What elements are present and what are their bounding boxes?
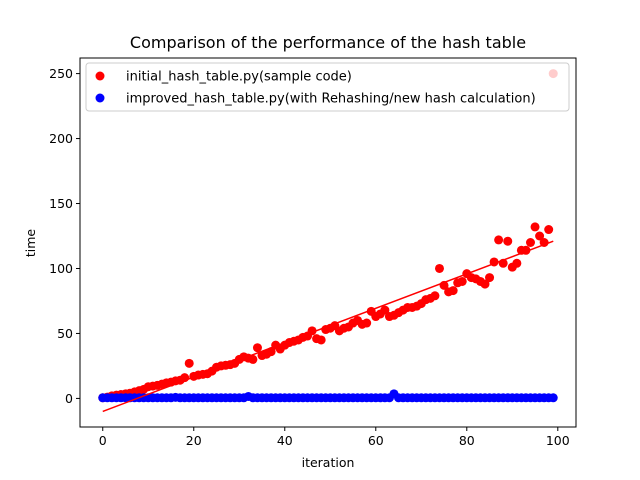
- legend-marker-initial: [95, 71, 105, 81]
- initial-data-point: [525, 238, 535, 247]
- legend: initial_hash_table.py(sample code) improv…: [85, 62, 570, 112]
- x-tick-label: 100: [546, 433, 570, 448]
- y-tick-label: 250: [49, 66, 73, 81]
- initial-data-point: [544, 225, 554, 235]
- legend-label-initial: initial_hash_table.py(sample code): [126, 70, 352, 85]
- y-tick-label: 0: [65, 391, 73, 406]
- trend-line: [102, 240, 554, 413]
- initial-data-point: [380, 305, 390, 315]
- x-axis-label: iteration: [302, 455, 355, 470]
- initial-data-point: [494, 235, 504, 245]
- legend-box: [85, 62, 570, 112]
- chart-title: Comparison of the performance of the has…: [130, 33, 526, 52]
- y-tick-label: 200: [49, 131, 73, 146]
- initial-data-point: [448, 286, 458, 296]
- legend-marker-improved: [95, 93, 105, 103]
- y-axis-label: time: [23, 229, 38, 258]
- x-tick-label: 0: [99, 433, 107, 448]
- initial-data-point: [252, 343, 262, 353]
- x-tick-label: 40: [277, 433, 293, 448]
- initial-data-point: [503, 236, 513, 246]
- initial-data-point: [184, 358, 194, 368]
- initial-data-point: [362, 318, 372, 328]
- initial-data-point: [434, 263, 444, 273]
- y-tick-label: 100: [49, 261, 73, 276]
- initial-data-point: [457, 276, 467, 286]
- initial-data-point: [530, 222, 540, 232]
- initial-data-point: [316, 335, 326, 345]
- improved-data-point: [548, 393, 558, 403]
- x-tick-label: 60: [368, 433, 384, 448]
- y-tick-label: 150: [49, 196, 73, 211]
- x-tick-label: 80: [459, 433, 475, 448]
- initial-data-point: [480, 279, 490, 289]
- axes-frame: [79, 57, 577, 428]
- initial-data-point: [512, 258, 522, 268]
- initial-data-point: [485, 273, 495, 283]
- y-tick-label: 50: [57, 326, 73, 341]
- x-tick-label: 20: [186, 433, 202, 448]
- initial-data-point: [535, 231, 545, 241]
- plot-area: 0 20 40 60 80 100 0 50 100 150 200 250: [49, 57, 577, 448]
- initial-data-point: [248, 354, 258, 364]
- initial-data-point: [430, 291, 440, 301]
- legend-label-improved: improved_hash_table.py(with Rehashing/ne…: [126, 92, 536, 107]
- series-improved: [98, 389, 558, 403]
